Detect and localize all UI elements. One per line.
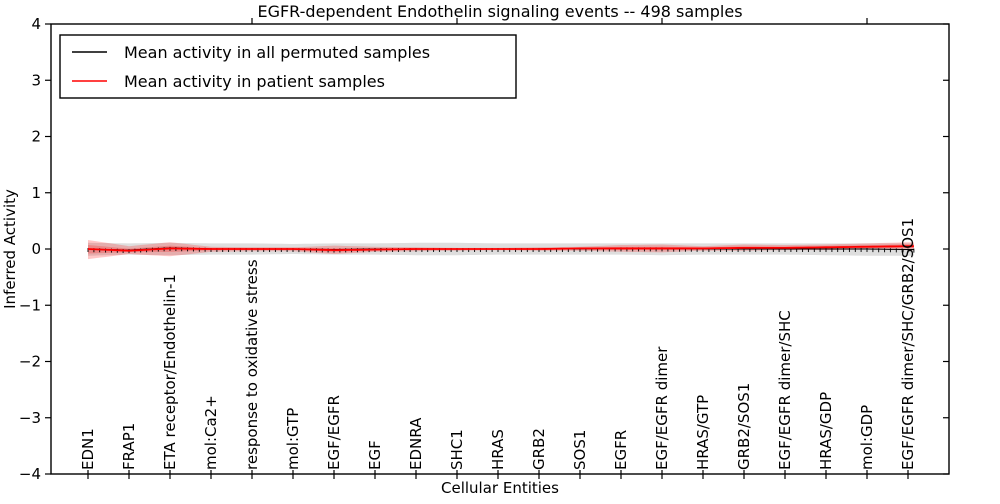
y-tick-label: −1 — [19, 296, 41, 314]
legend: Mean activity in all permuted samples Me… — [59, 34, 517, 99]
x-tick-label: GRB2/SOS1 — [735, 383, 753, 470]
x-tick-label: EDN1 — [79, 428, 97, 470]
legend-entry-permuted: Mean activity in all permuted samples — [124, 43, 430, 62]
plot-frame — [50, 23, 950, 475]
x-tick-label: EGFR — [612, 430, 630, 470]
y-tick-label: 1 — [31, 184, 41, 202]
x-tick-label: EGF/EGFR — [325, 395, 343, 470]
legend-box — [59, 34, 517, 99]
x-tick-label: ETA receptor/Endothelin-1 — [161, 274, 179, 470]
x-tick-label: mol:Ca2+ — [202, 395, 220, 470]
y-tick-label: 3 — [31, 71, 41, 89]
y-tick-label: 2 — [31, 128, 41, 146]
y-axis-label: Inferred Activity — [1, 189, 19, 309]
x-tick-label: FRAP1 — [120, 423, 138, 470]
plot-area: 4 3 2 1 0 −1 −2 −3 −4 EDN1 FRAP1 ETA receptor/Endot… — [19, 15, 949, 483]
x-tick-label: EGF/EGFR dimer/SHC — [776, 310, 794, 470]
x-tick-label: HRAS/GTP — [694, 395, 712, 470]
x-tick-label: mol:GTP — [284, 408, 302, 470]
x-tick-label: mol:GDP — [858, 405, 876, 470]
x-tick-label: EDNRA — [407, 417, 425, 470]
x-tick-label: HRAS — [489, 429, 507, 470]
x-tick-label: EGF — [366, 440, 384, 470]
x-tick-label: EGF/EGFR dimer — [653, 346, 671, 470]
x-tick-label: EGF/EGFR dimer/SHC/GRB2/SOS1 — [899, 218, 917, 470]
y-tick-label: −3 — [19, 409, 41, 427]
y-tick-label: 0 — [31, 240, 41, 258]
y-tick-label: −2 — [19, 353, 41, 371]
patient-mean-line — [87, 245, 914, 252]
chart-title: EGFR-dependent Endothelin signaling even… — [257, 2, 742, 21]
x-tick-label: response to oxidative stress — [243, 259, 261, 470]
y-tick-label: −4 — [19, 465, 41, 483]
x-tick-label: GRB2 — [530, 428, 548, 470]
x-tick-label: SOS1 — [571, 430, 589, 470]
y-tick-label: 4 — [31, 15, 41, 33]
legend-entry-patient: Mean activity in patient samples — [124, 72, 385, 91]
x-axis-label: Cellular Entities — [441, 479, 559, 497]
x-tick-label: HRAS/GDP — [817, 392, 835, 470]
x-tick-label: SHC1 — [448, 429, 466, 470]
